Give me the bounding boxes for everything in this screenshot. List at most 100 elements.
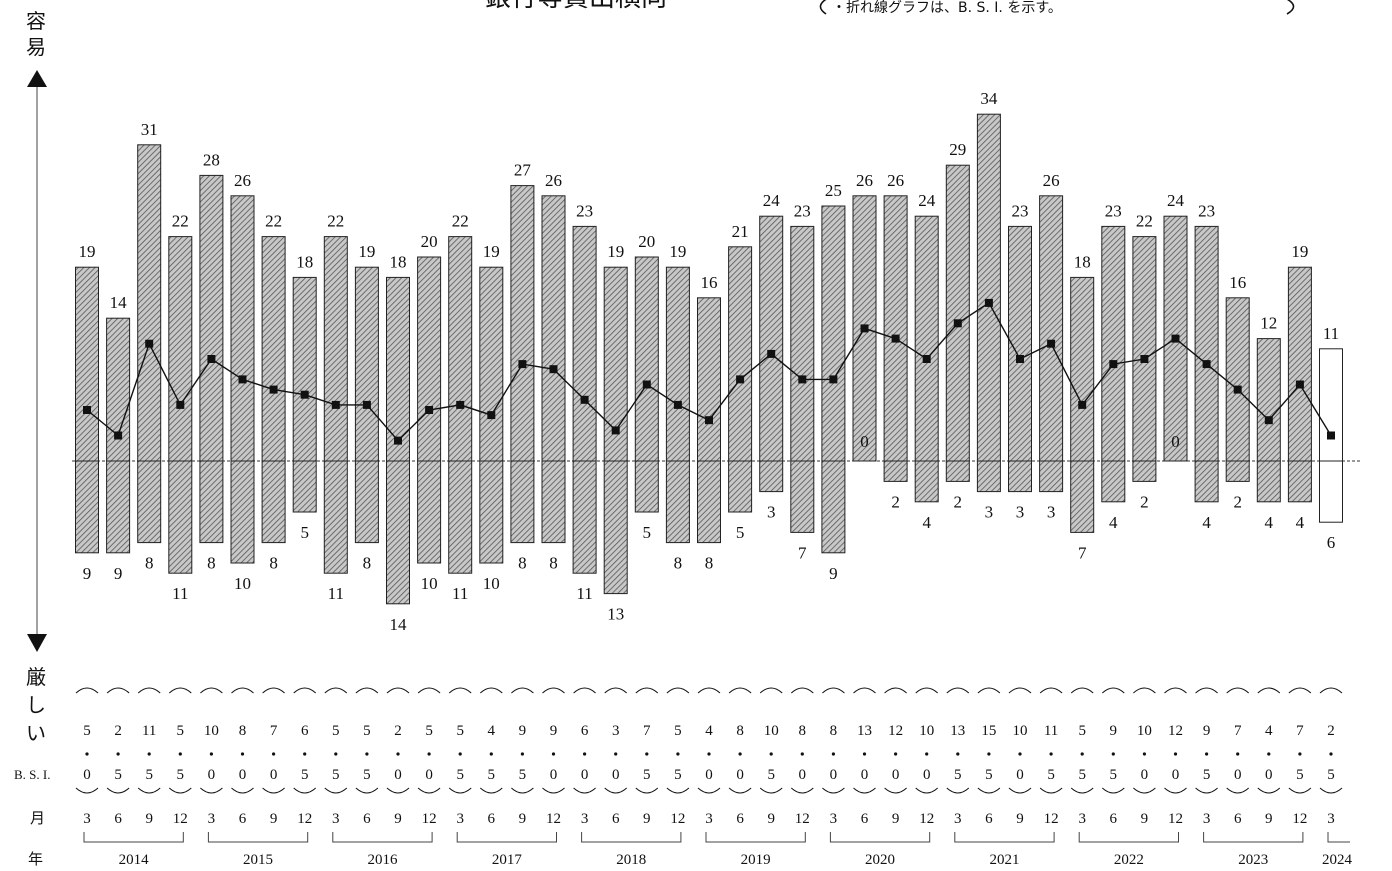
year-label: 2014 (119, 852, 150, 868)
table-brace-top (915, 687, 939, 694)
table-brace-top (1070, 687, 1094, 694)
bsi-integer-cell: 2 (394, 723, 402, 739)
easy-bar (168, 236, 193, 462)
table-brace-top (635, 687, 659, 694)
bsi-integer-cell: 2 (1327, 723, 1335, 739)
severe-bar (914, 460, 939, 503)
easy-value-label: 19 (1291, 242, 1308, 261)
year-label: 2017 (492, 852, 523, 868)
severe-value-label: 0 (860, 432, 869, 451)
bsi-decimal-dot (676, 752, 680, 756)
bsi-point (580, 395, 589, 404)
easy-value-label: 22 (327, 212, 344, 231)
month-cell: 12 (919, 811, 934, 827)
table-brace-bottom (884, 787, 907, 794)
month-cell: 3 (1327, 811, 1335, 827)
table-brace-top (884, 687, 907, 694)
bsi-point (611, 426, 620, 435)
severe-value-label: 3 (767, 503, 776, 522)
severe-bar (323, 460, 348, 574)
severe-bar (634, 460, 659, 513)
bsi-integer-cell: 9 (1110, 723, 1118, 739)
severe-value-label: 3 (1047, 503, 1056, 522)
year-label: 2019 (741, 852, 771, 868)
easy-bar (323, 236, 348, 462)
severe-value-label: 8 (207, 554, 216, 573)
easy-value-label: 24 (763, 191, 781, 210)
bsi-integer-cell: 6 (581, 723, 589, 739)
bsi-decimal-dot (894, 752, 898, 756)
row-label-month: 月 (30, 811, 45, 827)
easy-bar (199, 174, 224, 462)
easy-value-label: 22 (172, 212, 189, 231)
bsi-decimal-cell: 0 (1234, 767, 1242, 783)
bsi-decimal-dot (178, 752, 182, 756)
severe-bar (199, 460, 224, 544)
bsi-decimal-dot (334, 752, 338, 756)
table-brace-bottom (1008, 787, 1032, 794)
axis-bottom-label-1: 厳 (26, 665, 46, 689)
severe-value-label: 8 (145, 554, 154, 573)
bsi-point (362, 400, 371, 409)
table-brace-bottom (790, 787, 814, 794)
severe-value-label: 4 (1202, 513, 1211, 532)
bsi-point (269, 385, 278, 394)
table-brace-bottom (1101, 787, 1125, 794)
bsi-decimal-dot (85, 752, 89, 756)
bsi-point (456, 400, 465, 409)
easy-bar (1256, 338, 1281, 462)
easy-bar (1319, 348, 1343, 462)
bsi-decimal-dot (458, 752, 462, 756)
bsi-point (83, 406, 91, 414)
severe-value-label: 8 (549, 554, 558, 573)
table-brace-bottom (417, 787, 441, 794)
table-brace-top (1226, 687, 1250, 694)
severe-value-label: 2 (1233, 492, 1242, 511)
easy-value-label: 18 (390, 252, 407, 271)
bsi-point (1295, 380, 1304, 389)
bsi-decimal-dot (769, 752, 773, 756)
severe-bar (976, 460, 1001, 493)
bsi-point (767, 349, 776, 358)
severe-bar (448, 460, 473, 574)
bsi-point (798, 375, 807, 384)
easy-value-label: 18 (296, 252, 313, 271)
bsi-point (1327, 431, 1335, 440)
bsi-integer-cell: 10 (1137, 723, 1152, 739)
bsi-point (984, 298, 993, 307)
year-label: 2020 (865, 852, 895, 868)
severe-value-label: 3 (985, 503, 994, 522)
easy-value-label: 23 (1012, 201, 1029, 220)
table-brace-bottom (1070, 787, 1094, 794)
month-cell: 6 (861, 811, 869, 827)
bsi-decimal-cell: 0 (550, 767, 558, 783)
bsi-integer-cell: 13 (950, 723, 965, 739)
bsi-decimal-cell: 0 (861, 767, 869, 783)
easy-value-label: 29 (949, 140, 966, 159)
easy-value-label: 26 (1043, 171, 1060, 190)
month-cell: 3 (1203, 811, 1211, 827)
table-brace-top (1319, 687, 1343, 694)
month-cell: 12 (670, 811, 685, 827)
bsi-integer-cell: 11 (1044, 723, 1058, 739)
bsi-decimal-dot (520, 752, 525, 756)
severe-bar (479, 460, 504, 564)
month-cell: 9 (1016, 811, 1024, 827)
bsi-decimal-dot (427, 752, 431, 756)
bsi-integer-cell: 5 (363, 723, 371, 739)
bsi-decimal-cell: 5 (1327, 767, 1335, 783)
bsi-decimal-cell: 5 (1047, 767, 1055, 783)
table-brace-bottom (635, 787, 659, 794)
bsi-decimal-dot (1173, 752, 1178, 756)
bsi-decimal-cell: 5 (456, 767, 464, 783)
table-brace-top (200, 687, 223, 694)
bsi-decimal-cell: 5 (767, 767, 775, 783)
easy-bar (1132, 236, 1157, 462)
year-label: 2015 (243, 852, 273, 868)
bsi-decimal-dot (1142, 752, 1146, 756)
bsi-integer-cell: 8 (830, 723, 838, 739)
severe-value-label: 9 (829, 564, 838, 583)
easy-bar (261, 236, 286, 462)
month-cell: 3 (332, 811, 340, 827)
easy-value-label: 26 (234, 171, 251, 190)
